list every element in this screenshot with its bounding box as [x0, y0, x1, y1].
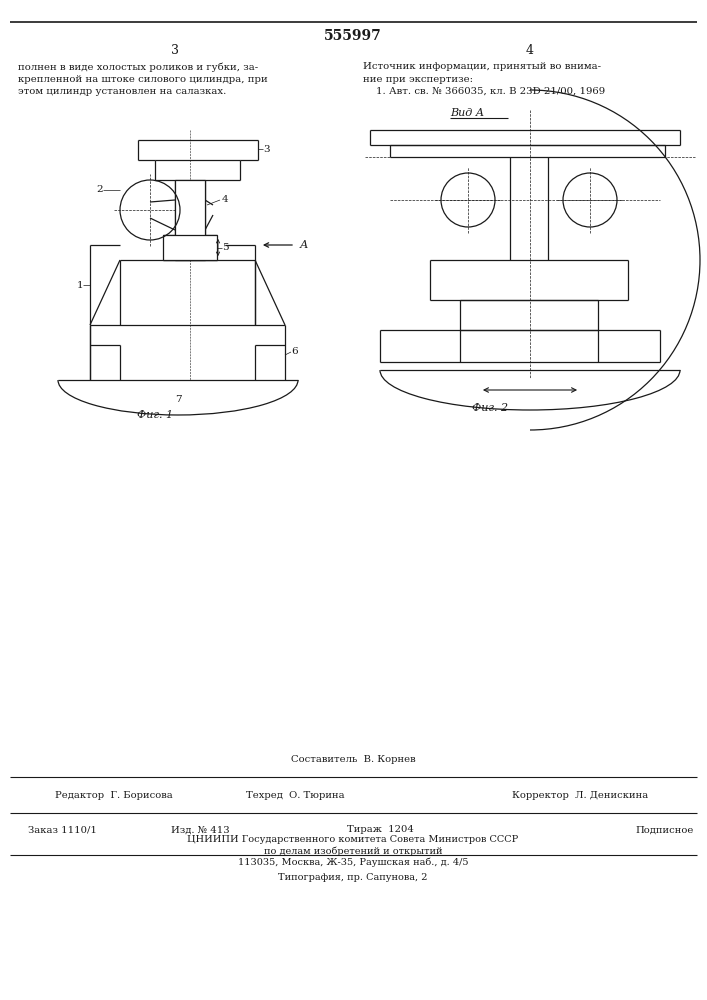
Text: 6: 6	[291, 348, 298, 357]
Text: 555997: 555997	[324, 29, 382, 43]
Text: Техред  О. Тюрина: Техред О. Тюрина	[246, 790, 344, 800]
Text: Редактор  Г. Борисова: Редактор Г. Борисова	[55, 790, 173, 800]
Text: ЦНИИПИ Государственного комитета Совета Министров СССР: ЦНИИПИ Государственного комитета Совета …	[187, 836, 519, 844]
Text: 113035, Москва, Ж-35, Раушская наб., д. 4/5: 113035, Москва, Ж-35, Раушская наб., д. …	[238, 857, 468, 867]
Text: 5: 5	[222, 243, 228, 252]
Text: 3: 3	[171, 43, 179, 56]
Text: Корректор  Л. Денискина: Корректор Л. Денискина	[512, 790, 648, 800]
Text: Подписное: Подписное	[636, 826, 694, 834]
Text: Тираж  1204: Тираж 1204	[346, 826, 414, 834]
Text: Составитель  В. Корнев: Составитель В. Корнев	[291, 754, 415, 764]
Text: по делам изобретений и открытий: по делам изобретений и открытий	[264, 846, 443, 856]
Text: Фиг. 2: Фиг. 2	[472, 403, 508, 413]
Text: А: А	[300, 240, 308, 250]
Text: 4: 4	[526, 43, 534, 56]
Text: Источник информации, принятый во внима-
ние при экспертизе:
    1. Авт. св. № 36: Источник информации, принятый во внима- …	[363, 62, 605, 96]
Text: 7: 7	[175, 395, 181, 404]
Bar	[175, 180, 205, 260]
Text: 1: 1	[76, 280, 83, 290]
Text: 4: 4	[222, 196, 228, 205]
Text: Типография, пр. Сапунова, 2: Типография, пр. Сапунова, 2	[279, 874, 428, 882]
Bar	[163, 235, 217, 260]
Text: 2: 2	[96, 186, 103, 194]
Text: Фиг. 1: Фиг. 1	[137, 410, 173, 420]
Text: 3: 3	[263, 144, 269, 153]
Text: полнен в виде холостых роликов и губки, за-
крепленной на штоке силового цилиндр: полнен в виде холостых роликов и губки, …	[18, 62, 268, 97]
Text: Изд. № 413: Изд. № 413	[170, 826, 229, 834]
Text: Заказ 1110/1: Заказ 1110/1	[28, 826, 97, 834]
Text: Вид А: Вид А	[450, 108, 484, 118]
